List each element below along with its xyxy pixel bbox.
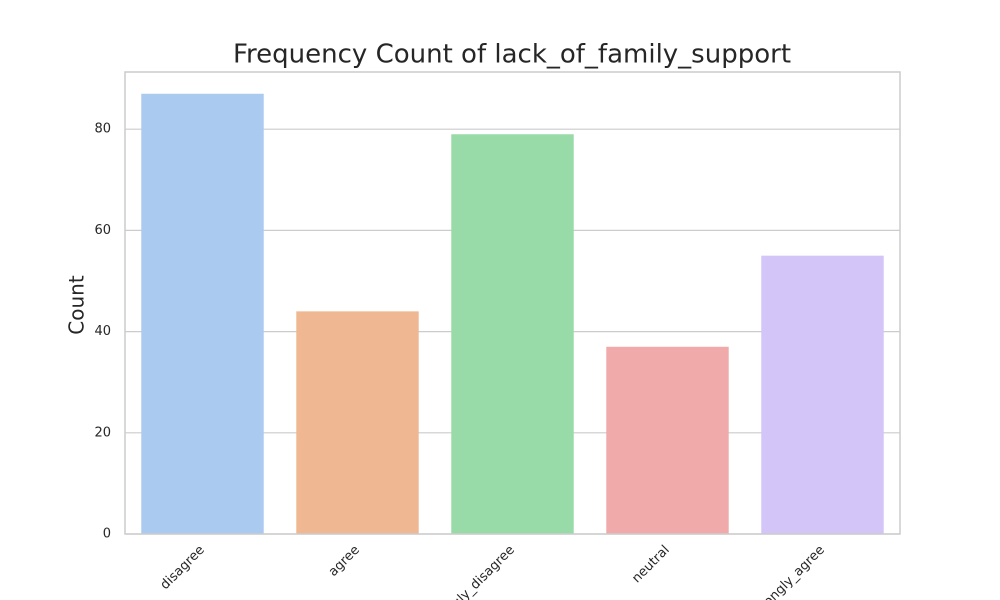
y-tick-label: 0 (103, 527, 111, 542)
y-tick-label: 60 (94, 223, 111, 238)
bar (296, 311, 419, 534)
bar (606, 346, 729, 534)
x-tick-label: disagree (158, 543, 208, 593)
y-tick-label: 40 (94, 324, 111, 339)
chart-title: Frequency Count of lack_of_family_suppor… (233, 40, 791, 70)
y-tick-label: 80 (94, 122, 111, 137)
bar (761, 255, 884, 534)
y-tick-label: 20 (94, 425, 111, 440)
x-tick-label: neutral (629, 543, 672, 586)
plot-frame (124, 71, 901, 535)
x-tick-label: strongly_disagree (426, 543, 518, 600)
x-tick-label: strongly_agree (749, 543, 828, 600)
y-axis-label: Count (65, 275, 89, 335)
x-tick-label: agree (326, 543, 363, 580)
bar (141, 93, 264, 534)
bar (451, 134, 574, 534)
